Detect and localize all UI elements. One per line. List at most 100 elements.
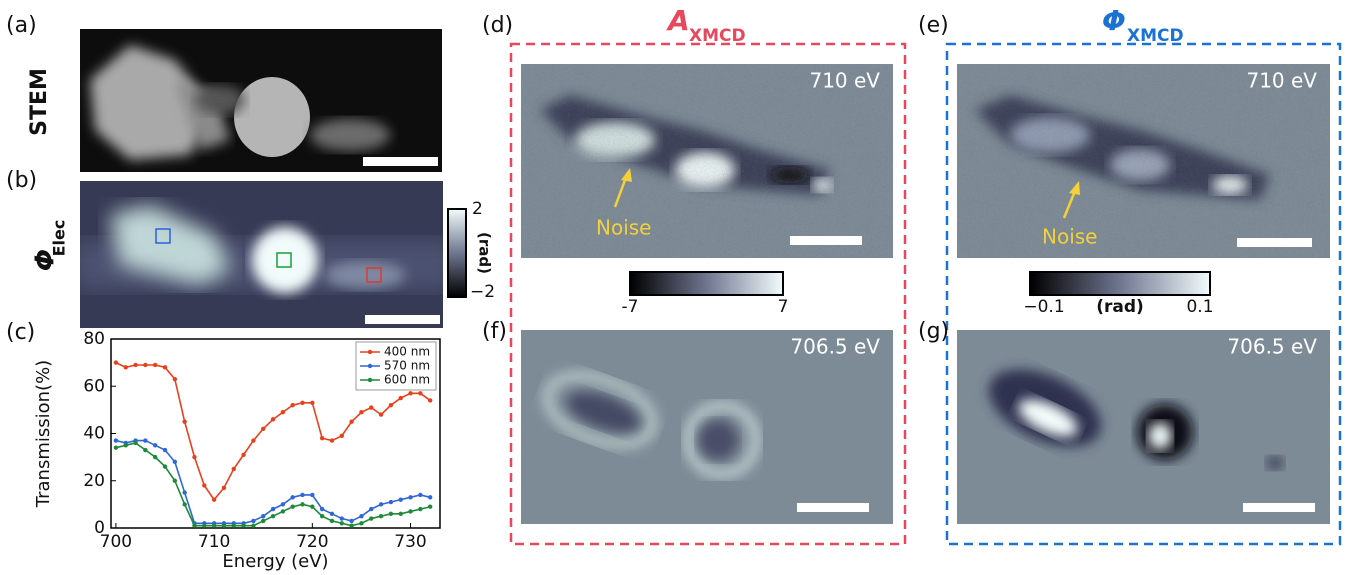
colorbar-label: 0.1 <box>1186 297 1213 317</box>
data-point <box>349 523 353 527</box>
data-point <box>143 438 147 442</box>
data-point <box>261 514 265 518</box>
data-point <box>320 507 324 511</box>
phase-image <box>957 330 1330 524</box>
phase-image <box>957 64 1330 258</box>
data-point <box>399 497 403 501</box>
data-point <box>428 398 432 402</box>
data-point <box>182 490 186 494</box>
data-point <box>408 509 412 513</box>
phase-image <box>75 181 455 328</box>
data-point <box>290 505 294 509</box>
x-tick-label: 710 <box>198 532 230 552</box>
data-point <box>340 521 344 525</box>
data-point <box>143 448 147 452</box>
data-point <box>182 502 186 506</box>
data-point <box>114 360 118 364</box>
y-tick-label: 40 <box>83 424 105 444</box>
data-point <box>290 495 294 499</box>
data-point <box>153 455 157 459</box>
data-point <box>408 391 412 395</box>
data-point <box>124 443 128 447</box>
data-point <box>349 419 353 423</box>
colorbar-unit: (rad) <box>1096 297 1144 317</box>
data-point <box>340 434 344 438</box>
data-point <box>124 365 128 369</box>
data-point <box>173 460 177 464</box>
x-tick-label: 700 <box>100 532 132 552</box>
data-point <box>133 363 137 367</box>
legend-label: 600 nm <box>384 373 430 387</box>
panel-label: (b) <box>6 168 37 193</box>
data-point <box>232 523 236 527</box>
colorbar <box>630 272 783 295</box>
data-point <box>271 417 275 421</box>
data-point <box>418 493 422 497</box>
data-point <box>222 486 226 490</box>
legend-marker <box>368 350 372 354</box>
data-point <box>379 502 383 506</box>
data-point <box>418 507 422 511</box>
data-point <box>143 363 147 367</box>
data-point <box>192 455 196 459</box>
data-point <box>359 410 363 414</box>
x-axis-label: Energy (eV) <box>222 551 328 572</box>
legend-marker <box>368 378 372 382</box>
data-point <box>114 438 118 442</box>
data-point <box>133 441 137 445</box>
data-point <box>399 396 403 400</box>
colorbar-label: 7 <box>778 297 789 317</box>
data-point <box>232 467 236 471</box>
colorbar-label: −2 <box>470 282 495 302</box>
panel-label: (a) <box>6 13 37 38</box>
data-point <box>290 403 294 407</box>
annotation: Noise <box>596 216 651 240</box>
panel-label: (g) <box>918 319 949 344</box>
data-point <box>389 512 393 516</box>
data-point <box>300 401 304 405</box>
legend-label: 400 nm <box>384 345 430 359</box>
data-point <box>408 495 412 499</box>
data-point <box>281 410 285 414</box>
x-tick-label: 730 <box>394 532 426 552</box>
data-point <box>300 493 304 497</box>
data-point <box>271 514 275 518</box>
data-point <box>261 519 265 523</box>
energy-label: 706.5 eV <box>1227 335 1317 359</box>
data-point <box>251 519 255 523</box>
data-point <box>359 521 363 525</box>
data-point <box>163 464 167 468</box>
data-point <box>330 519 334 523</box>
data-point <box>310 401 314 405</box>
colorbar-label: -7 <box>622 297 639 317</box>
data-point <box>153 363 157 367</box>
y-tick-label: 80 <box>83 329 105 349</box>
data-point <box>153 443 157 447</box>
data-point <box>163 365 167 369</box>
data-point <box>330 438 334 442</box>
colorbar-unit: (rad) <box>476 232 494 274</box>
data-point <box>182 419 186 423</box>
data-point <box>340 516 344 520</box>
data-point <box>212 497 216 501</box>
data-point <box>310 505 314 509</box>
y-tick-label: 60 <box>83 376 105 396</box>
data-point <box>261 427 265 431</box>
data-point <box>428 495 432 499</box>
data-point <box>173 377 177 381</box>
data-point <box>271 507 275 511</box>
data-point <box>369 516 373 520</box>
data-point <box>389 403 393 407</box>
y-axis-label: Transmission(%) <box>33 360 54 508</box>
data-point <box>379 514 383 518</box>
energy-label: 706.5 eV <box>790 335 880 359</box>
data-point <box>251 438 255 442</box>
data-point <box>369 507 373 511</box>
data-point <box>379 412 383 416</box>
data-point <box>320 514 324 518</box>
data-point <box>212 523 216 527</box>
data-point <box>241 523 245 527</box>
phi-elec-sub: Elec <box>50 220 69 257</box>
data-point <box>202 523 206 527</box>
y-tick-label: 20 <box>83 471 105 491</box>
